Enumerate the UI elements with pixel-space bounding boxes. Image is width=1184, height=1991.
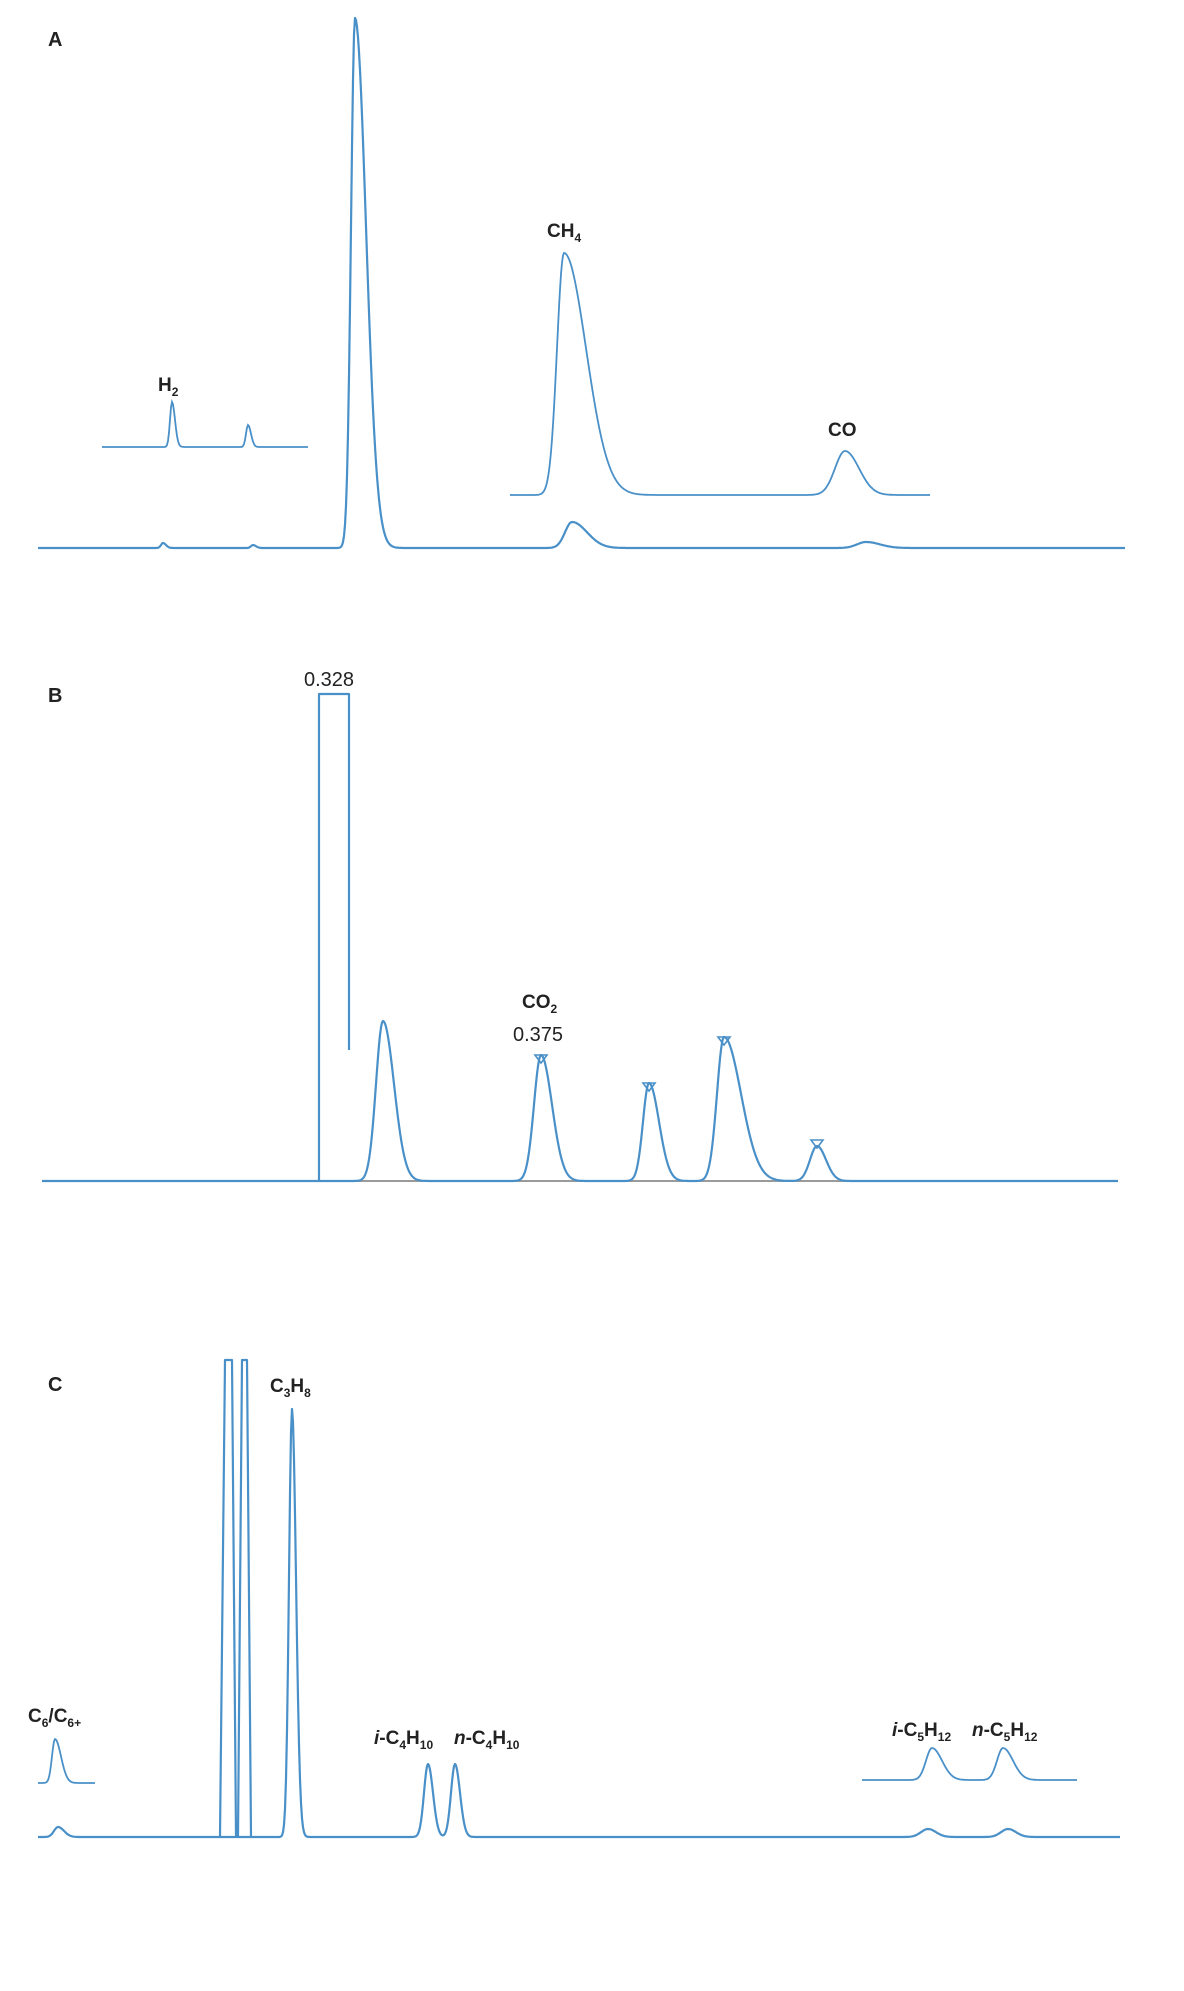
peak-label-h2: H2 xyxy=(158,375,179,399)
peak-label-n-c4h10: n-C4H10 xyxy=(454,1728,520,1752)
peak-label-co2: CO2 xyxy=(522,992,558,1016)
panel-c-offscale-peak-2 xyxy=(236,1358,253,1837)
panel-c-inset-c5 xyxy=(862,1747,1077,1781)
panel-c-offscale-peak-1 xyxy=(218,1358,238,1837)
panel-b-trace xyxy=(41,1019,1119,1183)
panel-c-letter: C xyxy=(48,1374,62,1396)
value-label-0.328: 0.328 xyxy=(304,669,354,691)
panel-a-inset-h2 xyxy=(102,398,308,448)
value-label-0.375: 0.375 xyxy=(513,1024,563,1046)
peak-label-c3h8: C3H8 xyxy=(270,1376,311,1400)
panel-c-trace xyxy=(37,1407,1121,1839)
panel-b: B 0.328 CO2 0.375 xyxy=(41,669,1119,1183)
peak-label-ch4: CH4 xyxy=(547,221,581,245)
panel-b-letter: B xyxy=(48,685,62,707)
panel-a-letter: A xyxy=(48,29,62,51)
peak-marker xyxy=(641,1082,657,1093)
panel-b-offscale-peak xyxy=(317,692,351,1181)
peak-marker xyxy=(533,1054,549,1065)
panel-c-inset-c6 xyxy=(38,1737,95,1784)
panel-a: A H2 CH4 CO xyxy=(37,16,1126,550)
panel-a-inset-ch4-co xyxy=(510,251,930,496)
panel-c: C C6/C6+ C3H8 i-C4H10 n-C4H10 i-C5H12 n-… xyxy=(28,1358,1121,1839)
peak-label-co: CO xyxy=(828,420,857,441)
peak-label-n-c5h12: n-C5H12 xyxy=(972,1720,1038,1744)
panel-a-trace xyxy=(37,16,1126,550)
peak-label-i-c5h12: i-C5H12 xyxy=(892,1720,951,1744)
peak-marker xyxy=(716,1036,732,1047)
peak-marker xyxy=(809,1139,825,1150)
peak-label-i-c4h10: i-C4H10 xyxy=(374,1728,433,1752)
peak-label-c6-c6plus: C6/C6+ xyxy=(28,1706,81,1730)
